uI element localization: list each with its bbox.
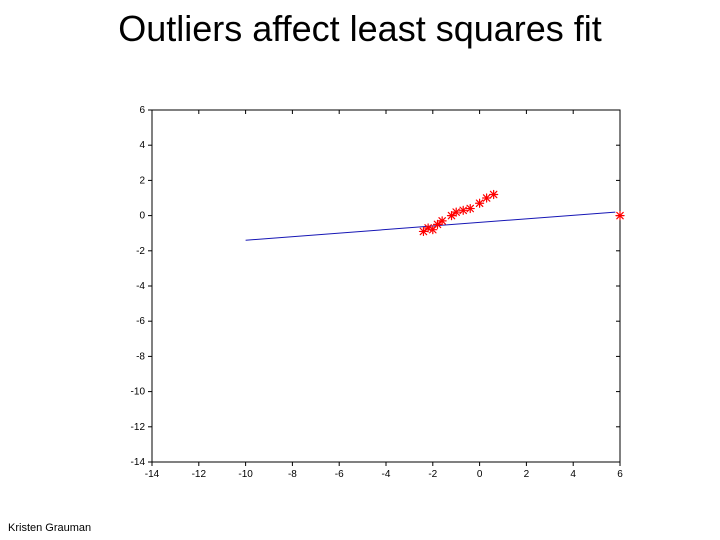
svg-text:0: 0 [477, 469, 483, 480]
svg-text:4: 4 [139, 140, 145, 151]
svg-text:-10: -10 [238, 469, 253, 480]
svg-text:0: 0 [139, 211, 145, 222]
page-title: Outliers affect least squares fit [0, 8, 720, 50]
svg-text:-4: -4 [382, 469, 391, 480]
svg-text:-2: -2 [428, 469, 437, 480]
svg-text:-12: -12 [192, 469, 207, 480]
svg-text:-14: -14 [131, 457, 146, 468]
svg-text:4: 4 [570, 469, 576, 480]
svg-text:-12: -12 [131, 422, 146, 433]
svg-text:-2: -2 [136, 246, 145, 257]
svg-text:-10: -10 [131, 387, 146, 398]
svg-text:2: 2 [139, 175, 145, 186]
svg-text:6: 6 [139, 105, 145, 116]
svg-text:-6: -6 [335, 469, 344, 480]
svg-text:-8: -8 [136, 351, 145, 362]
svg-text:-14: -14 [145, 469, 160, 480]
outliers-chart: -14 -12 -10 -8 -6 -4 -2 0 2 4 6 -14 -12 -10 -8 -6 -4 -2 0 2… [110, 100, 630, 490]
svg-text:6: 6 [617, 469, 623, 480]
credit-text: Kristen Grauman [8, 522, 91, 534]
svg-text:-6: -6 [136, 316, 145, 327]
svg-text:-4: -4 [136, 281, 145, 292]
svg-text:-8: -8 [288, 469, 297, 480]
svg-text:2: 2 [524, 469, 530, 480]
